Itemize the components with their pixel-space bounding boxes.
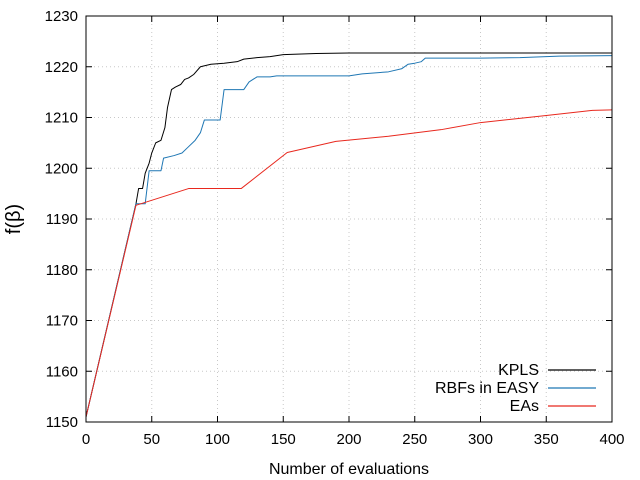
axis-ticks: 0 50 100 150 200 250 300 350 400 1150 1160 1170 1180… [45,8,625,448]
x-tick-label: 150 [271,431,296,448]
series-line-2 [85,109,613,418]
legend-label-0: KPLS [498,362,539,379]
x-tick-label: 200 [336,431,361,448]
x-tick-label: 100 [205,431,230,448]
x-tick-label: 400 [599,431,624,448]
legend-label-2: EAs [510,398,539,415]
x-tick-label: 300 [468,431,493,448]
x-tick-label: 250 [402,431,427,448]
y-tick-label: 1150 [46,414,78,431]
y-tick-label: 1220 [45,59,78,76]
legend-label-1: RBFs in EASY [435,380,539,397]
series-lines [85,52,613,418]
series-line-0 [85,52,612,418]
series-line-1 [85,55,613,418]
y-tick-label: 1200 [45,160,78,177]
y-tick-label: 1160 [46,363,78,380]
y-tick-label: 1190 [46,211,78,228]
y-tick-label: 1230 [45,8,78,25]
y-axis-title: f(β) [3,204,25,234]
x-tick-label: 50 [143,431,160,448]
y-tick-label: 1170 [46,313,78,330]
x-tick-label: 350 [534,431,559,448]
y-tick-label: 1210 [45,110,78,127]
y-tick-label: 1180 [46,262,78,279]
x-axis-title: Number of evaluations [269,461,429,478]
x-tick-label: 0 [82,431,90,448]
